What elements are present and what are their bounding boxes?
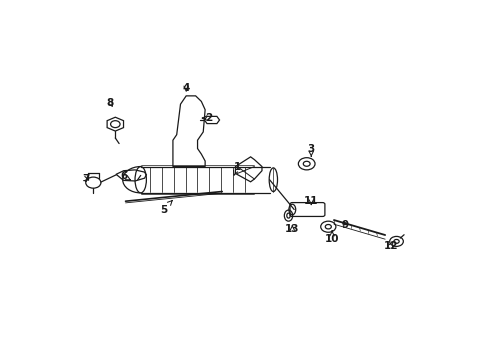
Text: 8: 8 [106, 98, 114, 108]
Text: 6: 6 [120, 171, 130, 181]
Text: 13: 13 [285, 224, 299, 234]
Text: 1: 1 [233, 162, 241, 175]
Text: 3: 3 [307, 144, 314, 156]
Text: 9: 9 [341, 220, 348, 230]
Text: 5: 5 [160, 201, 172, 215]
Text: 7: 7 [82, 174, 89, 184]
Text: 4: 4 [182, 82, 189, 93]
Text: 12: 12 [383, 240, 397, 251]
Text: 10: 10 [324, 231, 339, 244]
Text: 2: 2 [202, 113, 212, 123]
Text: 11: 11 [304, 196, 318, 206]
